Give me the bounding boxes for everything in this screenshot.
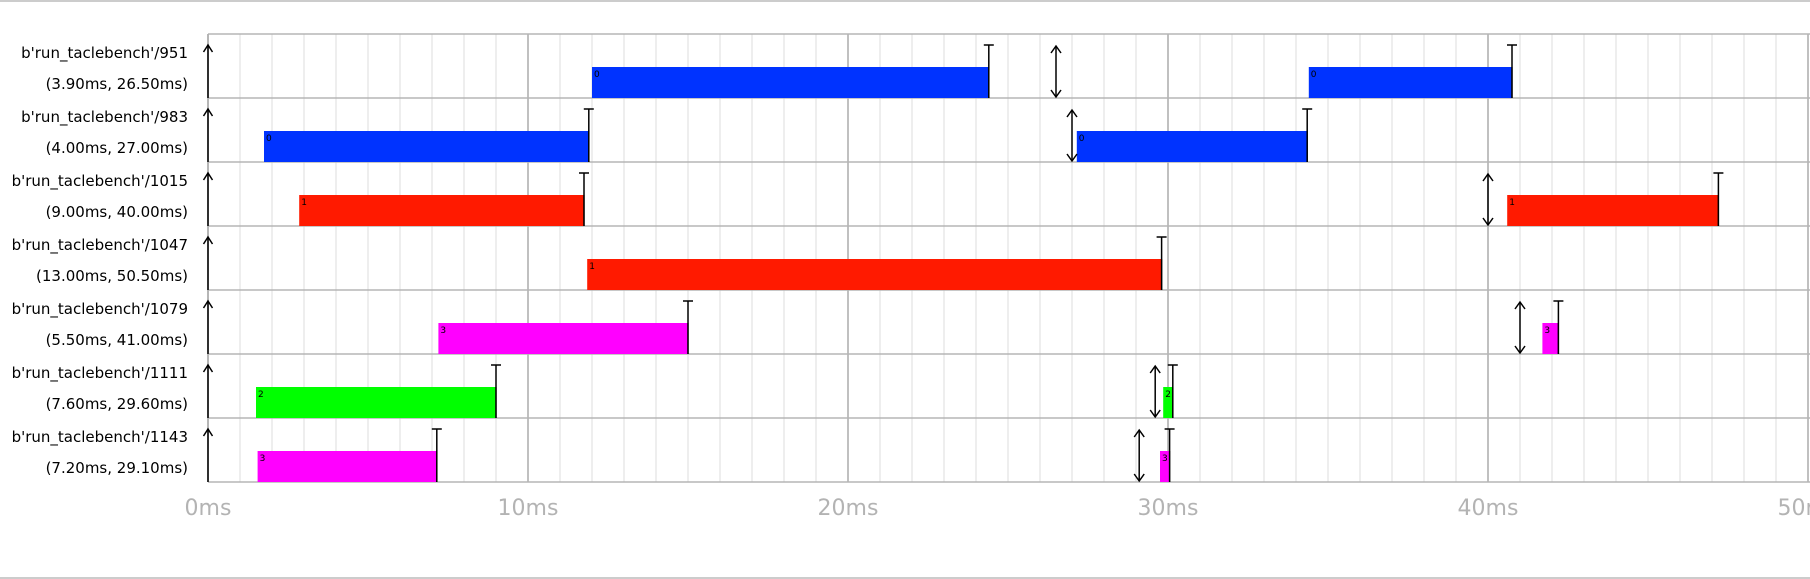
- row-params-label: (4.00ms, 27.00ms): [46, 139, 188, 157]
- rows: b'run_taclebench'/951 (3.90ms, 26.50ms) 0 0…: [12, 43, 1724, 483]
- job-task-label: 2: [258, 390, 264, 400]
- release-arrow: [202, 427, 214, 482]
- job-task-label: 1: [589, 262, 595, 272]
- job-task-label: 3: [260, 454, 266, 464]
- task-row: b'run_taclebench'/1143 (7.20ms, 29.10ms) 3…: [12, 427, 1175, 483]
- job-task-label: 3: [1162, 454, 1168, 464]
- job-bar: [1542, 323, 1559, 354]
- job-task-label: 0: [266, 134, 272, 144]
- deadline-marker: [1167, 364, 1178, 418]
- release-arrow: [202, 171, 214, 226]
- task-row: b'run_taclebench'/1015 (9.00ms, 40.00ms) 1…: [12, 171, 1724, 227]
- deadline-marker: [1713, 172, 1724, 226]
- row-params-label: (3.90ms, 26.50ms): [46, 75, 188, 93]
- release-arrow: [202, 43, 214, 98]
- period-arrow: [1514, 300, 1526, 355]
- job-bar: [264, 131, 589, 162]
- row-params-label: (5.50ms, 41.00ms): [46, 331, 188, 349]
- job-task-label: 3: [440, 326, 446, 336]
- period-arrow: [1149, 364, 1161, 419]
- deadline-marker: [1164, 428, 1175, 482]
- row-name-label: b'run_taclebench'/1015: [12, 172, 188, 191]
- row-name-label: b'run_taclebench'/1111: [12, 364, 188, 383]
- job-task-label: 3: [1544, 326, 1550, 336]
- task-row: b'run_taclebench'/1047 (13.00ms, 50.50ms)…: [12, 235, 1167, 290]
- job-bar: [438, 323, 688, 354]
- job-task-label: 1: [1509, 198, 1515, 208]
- x-tick-label: 30ms: [1138, 496, 1199, 521]
- period-arrow: [1066, 108, 1078, 163]
- task-row: b'run_taclebench'/1079 (5.50ms, 41.00ms) 3…: [12, 299, 1564, 355]
- row-name-label: b'run_taclebench'/951: [21, 44, 188, 63]
- row-params-label: (13.00ms, 50.50ms): [36, 267, 188, 285]
- release-arrow: [202, 299, 214, 354]
- deadline-marker: [1553, 300, 1564, 354]
- job-task-label: 0: [1311, 70, 1317, 80]
- x-tick-label: 50ms: [1778, 496, 1810, 521]
- deadline-marker: [583, 108, 594, 162]
- row-name-label: b'run_taclebench'/1143: [12, 428, 188, 447]
- row-name-label: b'run_taclebench'/1079: [12, 300, 188, 319]
- row-params-label: (7.60ms, 29.60ms): [46, 395, 188, 413]
- deadline-marker: [491, 364, 501, 418]
- job-bar: [1163, 387, 1173, 418]
- period-arrow: [1050, 44, 1062, 99]
- x-tick-label: 0ms: [185, 496, 232, 521]
- job-task-label: 0: [594, 70, 600, 80]
- job-bar: [1507, 195, 1719, 226]
- deadline-marker: [683, 300, 693, 354]
- deadline-marker: [1156, 236, 1167, 290]
- row-params-label: (9.00ms, 40.00ms): [46, 203, 188, 221]
- deadline-marker: [1507, 44, 1517, 98]
- job-bar: [1076, 131, 1308, 162]
- job-task-label: 0: [1079, 134, 1085, 144]
- job-task-label: 2: [1165, 390, 1171, 400]
- task-row: b'run_taclebench'/951 (3.90ms, 26.50ms) 0 0: [21, 43, 1517, 99]
- row-params-label: (7.20ms, 29.10ms): [46, 459, 188, 477]
- task-row: b'run_taclebench'/1111 (7.60ms, 29.60ms) 2…: [12, 363, 1178, 419]
- deadline-marker: [983, 44, 994, 98]
- x-tick-label: 40ms: [1458, 496, 1519, 521]
- x-tick-label: 10ms: [498, 496, 559, 521]
- release-arrow: [202, 107, 214, 162]
- row-name-label: b'run_taclebench'/983: [21, 108, 188, 127]
- period-arrow: [1482, 172, 1494, 227]
- period-arrow: [1133, 428, 1145, 483]
- job-task-label: 1: [301, 198, 307, 208]
- row-name-label: b'run_taclebench'/1047: [12, 236, 188, 255]
- job-bar: [1308, 67, 1512, 98]
- deadline-marker: [1302, 108, 1313, 162]
- deadline-marker: [579, 172, 589, 226]
- release-arrow: [202, 363, 214, 418]
- task-row: b'run_taclebench'/983 (4.00ms, 27.00ms) 0 0: [21, 107, 1313, 163]
- job-bar: [256, 387, 496, 418]
- job-bar: [592, 67, 989, 98]
- x-tick-label: 20ms: [818, 496, 879, 521]
- job-bar: [257, 451, 437, 482]
- job-bar: [587, 259, 1162, 290]
- x-axis: 0ms 10ms 20ms 30ms 40ms 50ms: [185, 496, 1810, 521]
- release-arrow: [202, 235, 214, 290]
- deadline-marker: [431, 428, 442, 482]
- job-bar: [1160, 451, 1170, 482]
- job-bar: [299, 195, 584, 226]
